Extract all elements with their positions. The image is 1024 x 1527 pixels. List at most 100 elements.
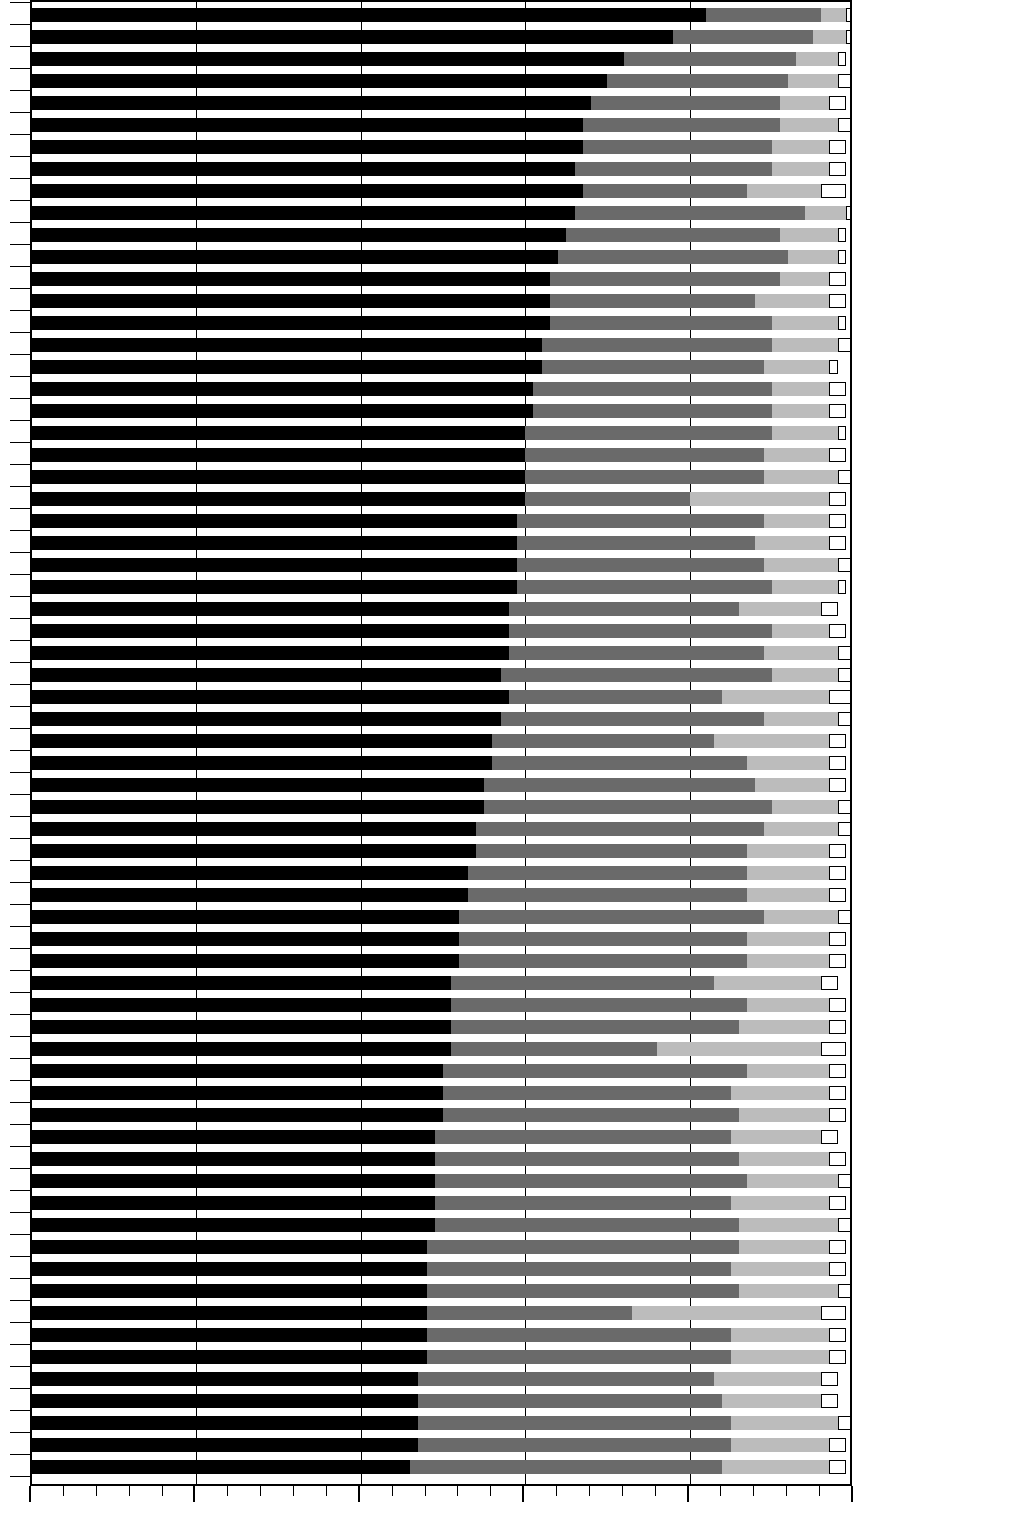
bar-segment (418, 1416, 730, 1430)
bar-segment (714, 1372, 821, 1386)
y-tick (10, 1388, 30, 1389)
bar-segment (764, 712, 838, 726)
bar-segment (32, 316, 550, 330)
bar-segment (829, 932, 845, 946)
bar-row (32, 382, 846, 396)
bar-row (32, 712, 852, 726)
bar-segment (32, 1130, 435, 1144)
bar-segment (443, 1108, 739, 1122)
bar-segment (32, 470, 525, 484)
bar-segment (755, 294, 829, 308)
bar-segment (739, 1218, 838, 1232)
x-tick-minor (326, 1486, 327, 1496)
y-tick (10, 178, 30, 179)
bar-segment (764, 910, 838, 924)
bar-segment (747, 184, 821, 198)
bar-segment (829, 1020, 845, 1034)
bar-segment (32, 30, 673, 44)
bar-segment (739, 1020, 829, 1034)
y-tick (10, 1366, 30, 1367)
bar-segment (747, 932, 829, 946)
bar-segment (838, 712, 852, 726)
bar-segment (533, 382, 771, 396)
bar-row (32, 580, 846, 594)
bar-segment (575, 206, 805, 220)
bar-segment (731, 1086, 830, 1100)
bar-segment (509, 602, 739, 616)
bar-segment (32, 1262, 427, 1276)
bar-segment (829, 888, 845, 902)
bar-segment (517, 514, 764, 528)
bar-segment (838, 316, 846, 330)
bar-row (32, 1196, 846, 1210)
y-tick (10, 134, 30, 135)
bar-segment (755, 536, 829, 550)
bar-row (32, 294, 846, 308)
y-tick (10, 1344, 30, 1345)
bar-segment (829, 1460, 845, 1474)
bar-segment (764, 360, 830, 374)
y-tick (10, 332, 30, 333)
bar-row (32, 250, 846, 264)
bar-segment (32, 602, 509, 616)
bar-segment (838, 558, 852, 572)
bar-segment (501, 712, 764, 726)
bar-row (32, 30, 852, 44)
bar-segment (829, 866, 845, 880)
y-tick (10, 464, 30, 465)
bar-segment (583, 140, 772, 154)
bar-row (32, 888, 846, 902)
bar-segment (32, 74, 607, 88)
bar-segment (32, 822, 476, 836)
bar-segment (32, 1240, 427, 1254)
x-tick-major (358, 1486, 360, 1502)
y-tick (10, 1190, 30, 1191)
bar-segment (32, 932, 459, 946)
bar-segment (32, 140, 583, 154)
y-tick (10, 1168, 30, 1169)
bar-segment (764, 646, 838, 660)
bar-segment (32, 1108, 443, 1122)
y-tick (10, 376, 30, 377)
y-tick (10, 684, 30, 685)
bar-row (32, 1152, 846, 1166)
bar-segment (772, 382, 830, 396)
bar-segment (558, 250, 788, 264)
bar-segment (509, 690, 723, 704)
x-tick-minor (720, 1486, 721, 1496)
x-tick-major (193, 1486, 195, 1502)
bar-segment (525, 492, 689, 506)
bar-segment (32, 1196, 435, 1210)
bar-row (32, 646, 852, 660)
y-tick (10, 310, 30, 311)
bar-segment (435, 1196, 731, 1210)
bar-segment (731, 1416, 838, 1430)
y-tick (10, 1080, 30, 1081)
bar-row (32, 448, 846, 462)
y-tick (10, 1410, 30, 1411)
bar-segment (525, 448, 763, 462)
y-tick (10, 486, 30, 487)
y-tick (10, 750, 30, 751)
bar-segment (829, 96, 845, 110)
bar-segment (32, 8, 706, 22)
x-tick-minor (293, 1486, 294, 1496)
y-tick (10, 1322, 30, 1323)
bar-segment (788, 250, 837, 264)
bar-segment (747, 844, 829, 858)
bar-segment (813, 30, 846, 44)
bar-row (32, 954, 846, 968)
bar-segment (32, 690, 509, 704)
bar-segment (32, 1460, 410, 1474)
bar-row (32, 1372, 838, 1386)
bar-segment (427, 1284, 739, 1298)
bar-segment (32, 954, 459, 968)
bar-segment (747, 954, 829, 968)
bar-segment (32, 888, 468, 902)
y-tick (10, 904, 30, 905)
bar-segment (764, 558, 838, 572)
bar-row (32, 558, 852, 572)
y-tick (10, 1014, 30, 1015)
bar-segment (32, 1372, 418, 1386)
bar-segment (32, 1174, 435, 1188)
